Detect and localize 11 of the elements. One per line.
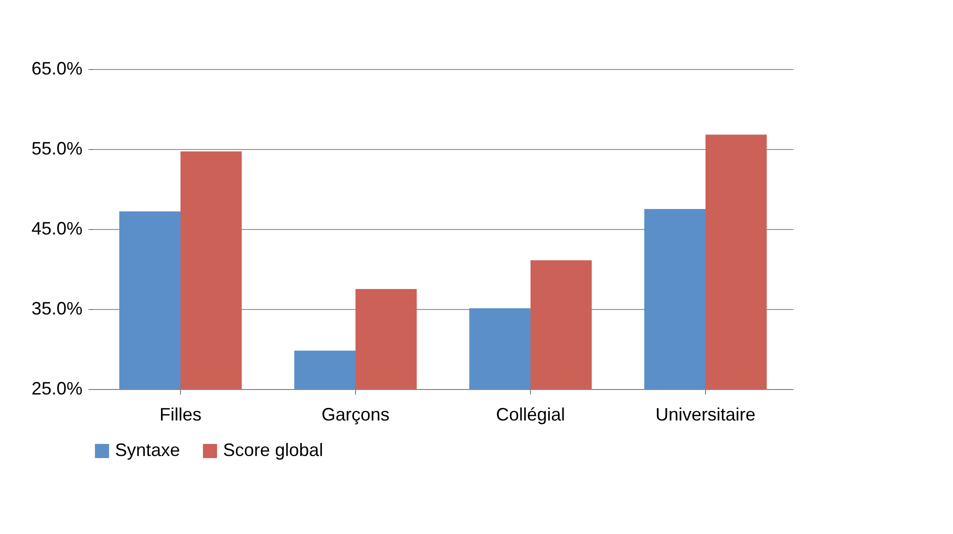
x-tick-label: Garçons [321, 404, 390, 424]
legend-label: Score global [223, 440, 324, 460]
x-tick-label: Collégial [496, 404, 566, 424]
x-tick-label: Universitaire [655, 404, 756, 424]
y-tick-label: 65.0% [31, 58, 82, 78]
y-tick-label: 25.0% [31, 378, 82, 398]
legend-label: Syntaxe [115, 440, 180, 460]
x-tick-label: Filles [159, 404, 202, 424]
y-tick-label: 55.0% [31, 138, 82, 158]
y-tick-label: 35.0% [31, 298, 82, 318]
y-tick-label: 45.0% [31, 218, 82, 238]
